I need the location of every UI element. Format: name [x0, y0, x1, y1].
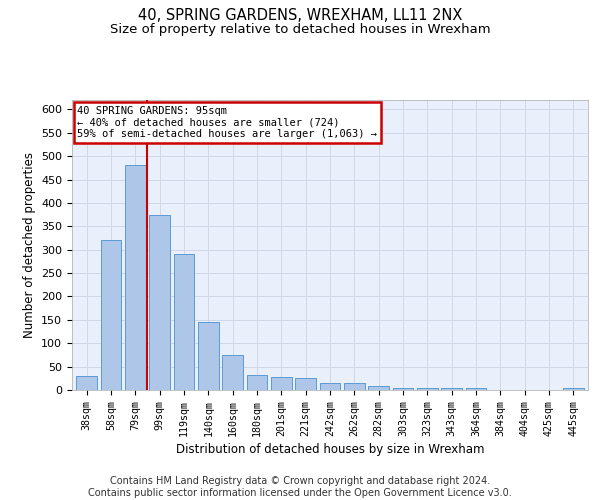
- Text: 40 SPRING GARDENS: 95sqm
← 40% of detached houses are smaller (724)
59% of semi-: 40 SPRING GARDENS: 95sqm ← 40% of detach…: [77, 106, 377, 139]
- Text: Contains HM Land Registry data © Crown copyright and database right 2024.
Contai: Contains HM Land Registry data © Crown c…: [88, 476, 512, 498]
- Text: 40, SPRING GARDENS, WREXHAM, LL11 2NX: 40, SPRING GARDENS, WREXHAM, LL11 2NX: [138, 8, 462, 22]
- Bar: [417, 388, 438, 390]
- Bar: [125, 166, 146, 390]
- Y-axis label: Number of detached properties: Number of detached properties: [23, 152, 35, 338]
- Bar: [392, 388, 413, 390]
- Bar: [149, 214, 170, 390]
- Bar: [344, 383, 365, 390]
- Bar: [466, 388, 487, 390]
- Bar: [101, 240, 121, 390]
- Bar: [222, 355, 243, 390]
- Bar: [368, 386, 389, 390]
- Bar: [320, 383, 340, 390]
- Bar: [173, 254, 194, 390]
- Bar: [271, 377, 292, 390]
- Bar: [295, 378, 316, 390]
- Bar: [198, 322, 218, 390]
- Bar: [76, 376, 97, 390]
- Text: Size of property relative to detached houses in Wrexham: Size of property relative to detached ho…: [110, 22, 490, 36]
- Bar: [247, 375, 268, 390]
- Bar: [563, 388, 584, 390]
- Bar: [442, 388, 462, 390]
- Text: Distribution of detached houses by size in Wrexham: Distribution of detached houses by size …: [176, 442, 484, 456]
